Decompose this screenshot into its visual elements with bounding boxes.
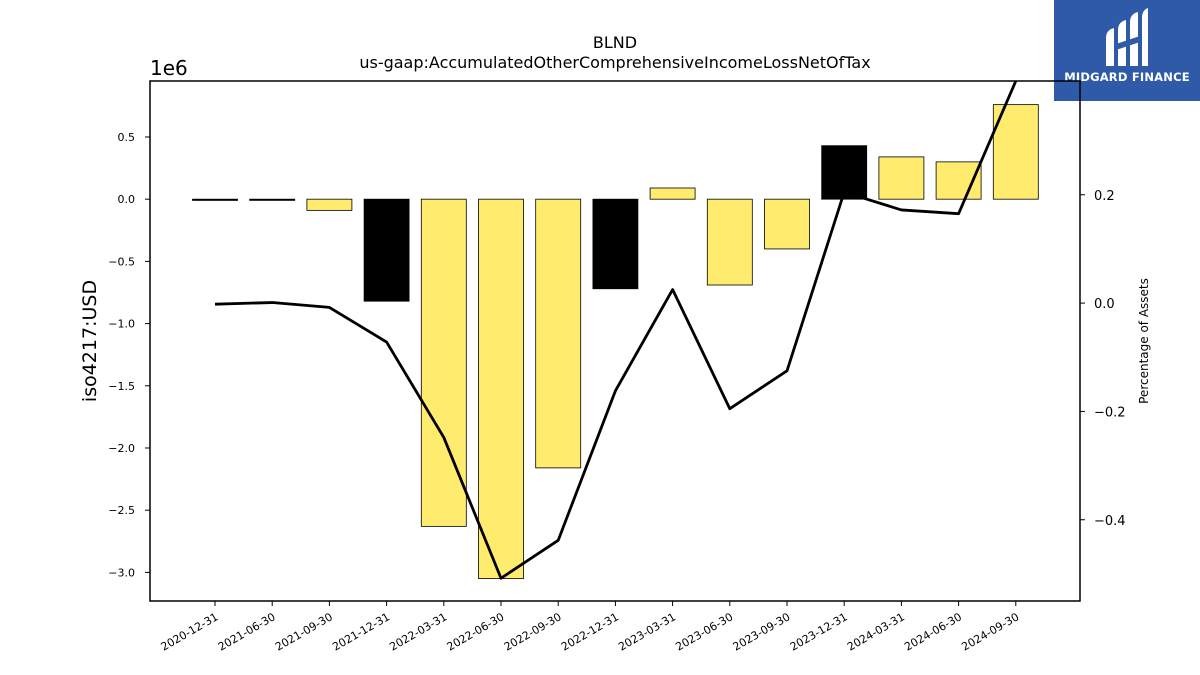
x-tick-label: 2024-09-30: [959, 610, 1021, 653]
x-tick-label: 2022-09-30: [502, 610, 564, 653]
y2-tick-label: −0.2: [1094, 405, 1126, 420]
bar-2022-12-31: [592, 198, 639, 290]
x-tick-label: 2022-03-31: [387, 610, 449, 653]
logo-text: MIDGARD FINANCE: [1064, 70, 1190, 84]
y2-tick-label: 0.2: [1094, 189, 1115, 204]
x-tick-label: 2021-06-30: [216, 610, 278, 653]
y2-axis-ticks: 0.2 0.0 −0.2 −0.4: [1080, 189, 1126, 529]
brand-logo: MIDGARD FINANCE: [1054, 0, 1200, 101]
y-tick-label: 0.5: [118, 131, 136, 144]
bar-2023-03-31: [649, 187, 696, 200]
bar-2024-09-30: [992, 104, 1039, 200]
bar-2023-09-30: [764, 198, 810, 250]
bar-2021-09-30: [306, 198, 353, 211]
bar-2023-12-31: [821, 145, 868, 200]
x-tick-label: 2024-06-30: [902, 610, 964, 653]
x-tick-label: 2020-12-31: [159, 610, 221, 653]
y-tick-label: −0.5: [108, 255, 135, 268]
x-tick-label: 2023-06-30: [673, 610, 735, 653]
y2-tick-label: 0.0: [1094, 297, 1115, 312]
x-axis-ticks: 2020-12-312021-06-302021-09-302021-12-31…: [159, 601, 1021, 654]
percentage-line: [214, 80, 1018, 580]
plot-frame: [149, 80, 1081, 602]
y2-axis-label: Percentage of Assets: [1137, 278, 1151, 404]
y-tick-label: −2.0: [108, 442, 135, 455]
y-tick-label: −1.5: [108, 380, 135, 393]
line-series: [214, 80, 1018, 580]
y-tick-label: −2.5: [108, 504, 135, 517]
bar-2021-12-31: [363, 198, 410, 302]
x-tick-label: 2024-03-31: [845, 610, 907, 653]
chart-subtitle: us-gaap:AccumulatedOtherComprehensiveInc…: [359, 53, 870, 72]
y-axis-label: iso4217:USD: [79, 280, 101, 402]
x-tick-label: 2023-03-31: [616, 610, 678, 653]
midgard-m-logo-icon: [1106, 8, 1148, 66]
y-tick-label: −1.0: [108, 318, 135, 331]
y-tick-label: −3.0: [108, 566, 135, 579]
x-tick-label: 2023-12-31: [788, 610, 850, 653]
bar-2021-06-30: [249, 198, 296, 201]
bar-series: [192, 104, 1039, 580]
chart-title: BLND: [593, 33, 637, 52]
bar-2023-06-30: [706, 198, 753, 286]
y-axis-ticks: 0.5 0.0 −0.5 −1.0 −1.5 −2.0 −2.5 −3.0: [108, 131, 150, 579]
x-tick-label: 2021-12-31: [330, 610, 392, 653]
bar-2022-09-30: [535, 198, 582, 469]
bar-2020-12-31: [192, 198, 238, 201]
bar-2022-06-30: [478, 198, 524, 580]
x-tick-label: 2023-09-30: [731, 610, 793, 653]
y-offset-label: 1e6: [150, 56, 188, 80]
y-tick-label: 0.0: [118, 193, 136, 206]
x-tick-label: 2021-09-30: [273, 610, 335, 653]
x-tick-label: 2022-06-30: [445, 610, 507, 653]
y2-tick-label: −0.4: [1094, 514, 1126, 529]
bar-2024-03-31: [878, 156, 925, 200]
x-tick-label: 2022-12-31: [559, 610, 621, 653]
